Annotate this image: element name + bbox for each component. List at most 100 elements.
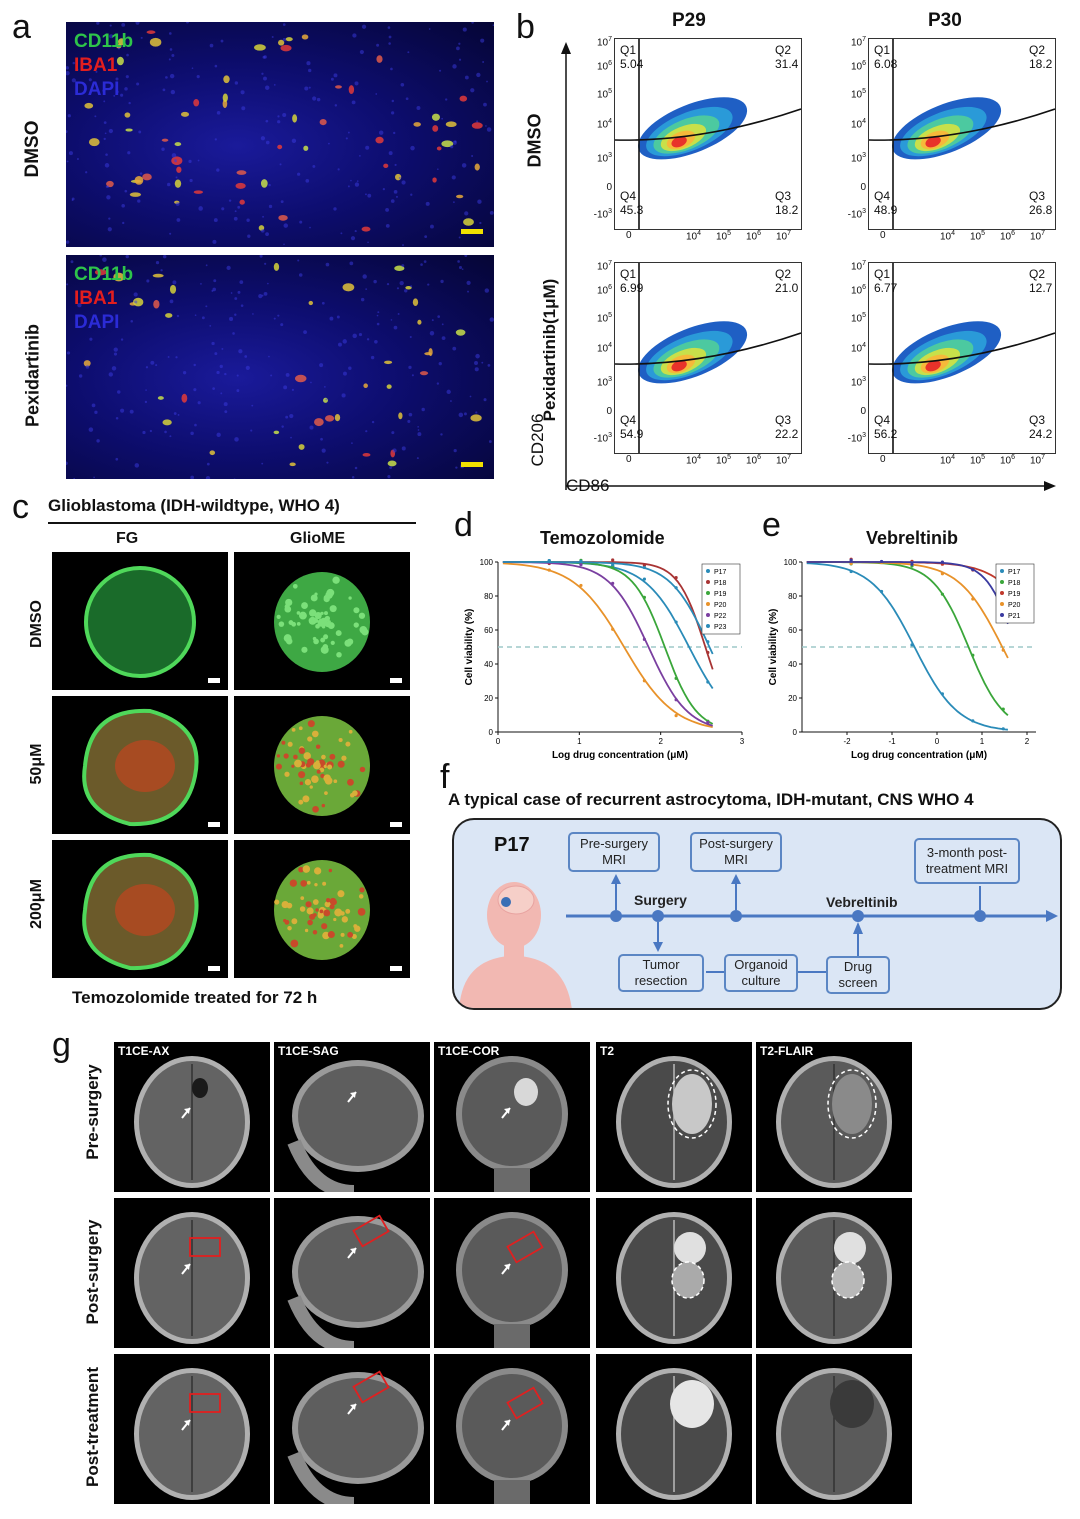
tick-exponent: 7	[608, 36, 612, 43]
data-point-p20	[611, 627, 615, 631]
vebreltinib-event: Vebreltinib	[826, 894, 898, 910]
tick-exponent: 7	[608, 260, 612, 267]
tick-base: 10	[716, 455, 728, 467]
y-tick-label: 100	[784, 558, 798, 567]
mri-image	[434, 1354, 590, 1504]
tick-exponent: 4	[608, 118, 612, 125]
legend-marker	[706, 591, 710, 595]
tick-exponent: 4	[862, 118, 866, 125]
legend-entry: P23	[714, 624, 727, 631]
organoid-image	[234, 552, 410, 690]
data-point-p17	[940, 692, 944, 696]
tick-base: 10	[686, 231, 698, 243]
data-point-p17	[849, 569, 853, 574]
x-tick-label: 2	[1025, 737, 1030, 746]
data-point-p17	[1001, 727, 1005, 731]
y-tick: 106	[590, 60, 612, 72]
tick-base: 10	[596, 61, 609, 73]
tick-base: 0	[626, 454, 632, 465]
tick-exponent: 3	[608, 376, 612, 383]
panel-a-row-dmso-label: DMSO	[22, 120, 43, 178]
panel-c-caption: Temozolomide treated for 72 h	[72, 988, 318, 1007]
x-axis-label-cd86: CD86	[566, 476, 610, 495]
legend-marker	[706, 569, 710, 573]
x-tick: 106	[1000, 454, 1015, 466]
data-point-p20	[642, 679, 646, 683]
data-point-p23	[642, 565, 646, 570]
y-tick: -103	[590, 432, 612, 444]
tick-base: 10	[970, 231, 982, 243]
y-tick: 105	[844, 312, 866, 324]
legend-marker	[706, 613, 710, 617]
tick-base: 10	[776, 455, 788, 467]
tick-exponent: 4	[697, 230, 702, 237]
tick-base: 10	[596, 343, 609, 355]
tick-exponent: 7	[1041, 230, 1046, 237]
tick-base: 10	[686, 455, 698, 467]
tick-base: 10	[596, 89, 609, 101]
tick-base: 10	[850, 261, 863, 273]
data-point-p22	[579, 562, 583, 567]
surgery-event: Surgery	[634, 892, 687, 908]
data-point-p21	[971, 568, 975, 572]
data-point-p18	[642, 563, 646, 567]
x-tick-label: -1	[888, 737, 896, 746]
quadrant-value: 48.9	[874, 203, 898, 217]
y-tick: 107	[590, 260, 612, 272]
quadrant-label: Q1 5.04	[620, 43, 643, 71]
scale-bar	[390, 678, 402, 683]
y-tick: 103	[844, 376, 866, 388]
quadrant-name: Q4	[620, 189, 637, 203]
legend-marker	[1000, 569, 1004, 573]
tick-exponent: 7	[862, 36, 866, 43]
tick-base: 0	[606, 182, 612, 193]
y-tick: 105	[590, 88, 612, 100]
y-tick: 103	[590, 152, 612, 164]
data-point-p17	[642, 577, 646, 581]
legend-dapi: DAPI	[74, 79, 120, 100]
quadrant-value: 6.08	[874, 57, 898, 71]
y-axis-label-cd206: CD206	[528, 413, 547, 467]
y-tick: 103	[590, 376, 612, 388]
x-tick: 105	[716, 454, 731, 466]
mri-image	[596, 1198, 752, 1348]
data-point-p21	[879, 559, 884, 564]
x-axis-label: Log drug concentration (μM)	[851, 750, 987, 761]
data-point-p20	[579, 583, 583, 588]
x-tick-label: 1	[577, 737, 582, 746]
tick-exponent: 5	[727, 230, 732, 237]
data-point-p18	[971, 653, 975, 657]
quadrant-value: 54.9	[620, 427, 644, 441]
mri-image	[756, 1354, 912, 1504]
tick-exponent: 4	[697, 454, 702, 461]
tick-base: 10	[850, 153, 863, 165]
tick-exponent: 6	[757, 454, 762, 461]
x-tick: 104	[686, 230, 701, 242]
row-label-post-treatment: Post-treatment	[83, 1367, 102, 1487]
tick-base: 10	[850, 61, 863, 73]
tick-base: 10	[850, 89, 863, 101]
panel-f-title: A typical case of recurrent astrocytoma,…	[448, 790, 974, 809]
quadrant-label: Q3 26.8	[1029, 189, 1052, 217]
y-tick: 0	[590, 406, 612, 417]
legend-marker	[1000, 613, 1004, 617]
y-tick-label: 80	[484, 592, 493, 601]
panel-c-divider	[48, 522, 416, 524]
quadrant-label: Q2 12.7	[1029, 267, 1052, 295]
if-image-dmso: CD11b IBA1 DAPI	[66, 22, 494, 247]
mri-image: T1CE-COR	[434, 1042, 590, 1192]
legend-marker	[1000, 591, 1004, 595]
column-header-fg: FG	[116, 530, 139, 547]
legend-marker	[706, 624, 710, 628]
tick-exponent: 3	[608, 152, 612, 159]
column-header-gliome: GlioME	[290, 530, 346, 547]
y-tick-label: 40	[484, 660, 493, 669]
tick-base: -10	[847, 433, 863, 445]
quadrant-value: 6.77	[874, 281, 898, 295]
mri-image	[114, 1198, 270, 1348]
tick-base: 10	[596, 119, 609, 131]
tick-exponent: 4	[608, 342, 612, 349]
quadrant-label: Q4 54.9	[620, 413, 643, 441]
quadrant-value: 18.2	[775, 203, 799, 217]
x-tick: 105	[716, 230, 731, 242]
